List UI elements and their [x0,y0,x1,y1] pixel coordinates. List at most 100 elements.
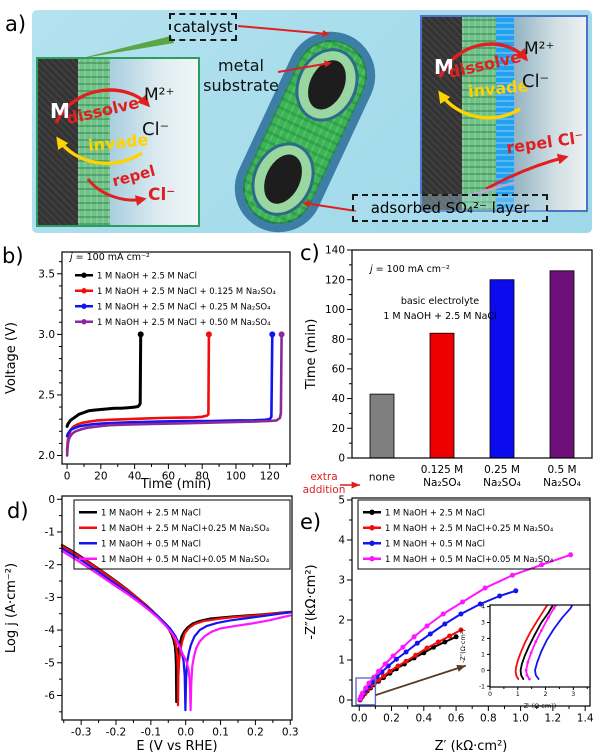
metal-core-top [300,54,354,116]
catalyst-callout: catalyst [169,13,237,41]
svg-text:60: 60 [332,364,345,376]
catalyst-layer [78,59,110,225]
svg-text:3: 3 [338,575,345,587]
left-inset-arrows [54,88,151,206]
svg-text:0: 0 [481,667,485,674]
right-inset-arrows [438,42,569,191]
svg-text:120: 120 [325,274,345,286]
svg-text:1 M NaOH + 0.5 M NaCl+0.05 M N: 1 M NaOH + 0.5 M NaCl+0.05 M Na₂SO₄ [101,554,270,564]
svg-text:1.4: 1.4 [577,713,594,725]
svg-text:extra: extra [310,471,337,483]
svg-text:-0.1: -0.1 [141,727,162,739]
svg-text:0: 0 [48,494,55,506]
catalyst-pointer-arrow [237,25,330,38]
repelled-cl-label: Cl⁻ [148,185,176,205]
panel-b-letter: b) [2,244,24,268]
svg-text:-0.2: -0.2 [106,727,127,739]
svg-text:1 M NaOH + 0.5 M NaCl: 1 M NaOH + 0.5 M NaCl [101,538,201,548]
svg-text:Na₂SO₄: Na₂SO₄ [483,477,521,489]
panel-d-letter: d) [7,499,29,523]
svg-text:-6: -6 [45,690,56,702]
electrolyte-region [110,59,198,225]
svg-text:-1: -1 [479,683,485,690]
svg-text:1 M NaOH + 2.5 M NaCl + 0.25 M: 1 M NaOH + 2.5 M NaCl + 0.25 M Na₂SO₄ [97,301,271,311]
svg-text:1 M NaOH + 2.5 M NaCl: 1 M NaOH + 2.5 M NaCl [97,270,197,280]
svg-text:2: 2 [338,615,345,627]
svg-text:0: 0 [338,453,345,465]
svg-text:0.2: 0.2 [247,727,264,739]
sulfate-layer [496,17,514,210]
svg-text:4: 4 [338,535,345,547]
svg-text:100: 100 [226,471,246,483]
svg-text:Z′ (Ω·cm²): Z′ (Ω·cm²) [524,702,557,710]
svg-text:-1: -1 [45,527,55,539]
svg-text:1 M NaOH + 0.5 M NaCl+0.05 M N: 1 M NaOH + 0.5 M NaCl+0.05 M Na₂SO₄ [385,554,554,564]
svg-text:1 M NaOH + 2.5 M NaCl+0.25 M N: 1 M NaOH + 2.5 M NaCl+0.25 M Na₂SO₄ [385,523,554,533]
svg-text:1 M NaOH + 2.5 M NaCl + 0.50 M: 1 M NaOH + 2.5 M NaCl + 0.50 M Na₂SO₄ [97,317,271,327]
svg-text:3: 3 [481,620,485,627]
svg-text:2: 2 [544,691,548,698]
chart-nyquist: 0.0 0.2 0.4 0.6 0.8 1.0 1.2 1.4 0 1 2 3 4 5 Z′ (kΩ·cm²… [304,495,594,754]
svg-text:1 M NaOH + 2.5 M NaCl+0.25 M N: 1 M NaOH + 2.5 M NaCl+0.25 M Na₂SO₄ [101,523,270,533]
invade-arrow [438,90,521,120]
chart-polarization: -0.3 -0.2 -0.1 0.0 0.1 0.2 0.3 0 -1 -2 -3 -4 -5 -6 E (… [4,494,299,754]
svg-text:140: 140 [325,245,345,257]
svg-text:Voltage (V): Voltage (V) [4,322,19,394]
metal-slab [422,17,462,210]
svg-text:5: 5 [338,495,345,507]
svg-text:Log j (A·cm⁻²): Log j (A·cm⁻²) [4,563,19,653]
repel-arrow [485,153,569,191]
svg-text:4: 4 [481,604,485,611]
svg-text:0: 0 [338,695,345,707]
catalyst-ring-top [283,37,371,132]
svg-text:1 M NaOH + 2.5 M NaCl + 0.125: 1 M NaOH + 2.5 M NaCl + 0.125 M Na₂SO₄ [97,286,276,296]
metal-substrate-line1: metal [218,56,264,75]
svg-text:j = 100 mA cm⁻²: j = 100 mA cm⁻² [68,252,150,263]
svg-text:120: 120 [260,471,280,483]
svg-text:-4: -4 [45,625,56,637]
svg-text:addition: addition [303,484,346,496]
svg-text:0.0: 0.0 [177,727,194,739]
svg-text:2: 2 [481,636,485,643]
catalyst-ring-bottom [239,132,327,227]
svg-text:0.8: 0.8 [480,713,497,725]
svg-text:80: 80 [195,471,208,483]
svg-text:0: 0 [488,691,492,698]
svg-text:0.25 M: 0.25 M [484,464,520,476]
svg-text:0.0: 0.0 [351,713,368,725]
svg-text:3.0: 3.0 [38,329,55,341]
svg-text:1 M NaOH + 0.5 M NaCl: 1 M NaOH + 0.5 M NaCl [385,538,485,548]
svg-text:0: 0 [64,471,71,483]
svg-text:Na₂SO₄: Na₂SO₄ [423,477,461,489]
svg-text:1: 1 [338,655,345,667]
dissolve-arrow [438,42,528,78]
svg-text:80: 80 [332,334,345,346]
inset-with-sulfate: M dissolve M²⁺ invade Cl⁻ repel Cl⁻ [420,15,588,212]
dissolve-arrow [54,88,151,124]
metal-substrate-label: metal substrate [200,56,282,96]
svg-text:1.2: 1.2 [545,713,562,725]
svg-text:Time (min): Time (min) [140,477,212,492]
svg-text:1: 1 [481,651,485,658]
svg-text:-3: -3 [45,592,55,604]
svg-text:basic electrolyte: basic electrolyte [401,296,479,307]
adsorbed-layer-text: adsorbed SO₄²⁻ layer [370,199,530,217]
svg-text:0.6: 0.6 [448,713,465,725]
svg-text:Na₂SO₄: Na₂SO₄ [543,477,581,489]
svg-text:100: 100 [325,304,345,316]
svg-text:0.3: 0.3 [282,727,299,739]
panel-a-letter: a) [5,12,27,36]
catalyst-callout-text: catalyst [173,18,233,36]
svg-text:1 M NaOH + 2.5 M NaCl: 1 M NaOH + 2.5 M NaCl [385,507,485,517]
svg-text:-0.3: -0.3 [71,727,92,739]
svg-text:-Z″(kΩ·cm²): -Z″(kΩ·cm²) [304,564,319,639]
panel-a-schematic: M dissolve M²⁺ invade Cl⁻ repel Cl⁻ M di… [32,10,592,247]
svg-text:0.2: 0.2 [383,713,400,725]
zoom-wedge [78,36,174,59]
chart-chronopotentiometry: 0 20 40 60 80 100 120 2.0 2.5 3.0 3.5 Time (min) Vol… [4,251,291,492]
panel-e-letter: e) [300,510,322,534]
svg-text:-2: -2 [45,559,55,571]
svg-text:60: 60 [162,471,175,483]
